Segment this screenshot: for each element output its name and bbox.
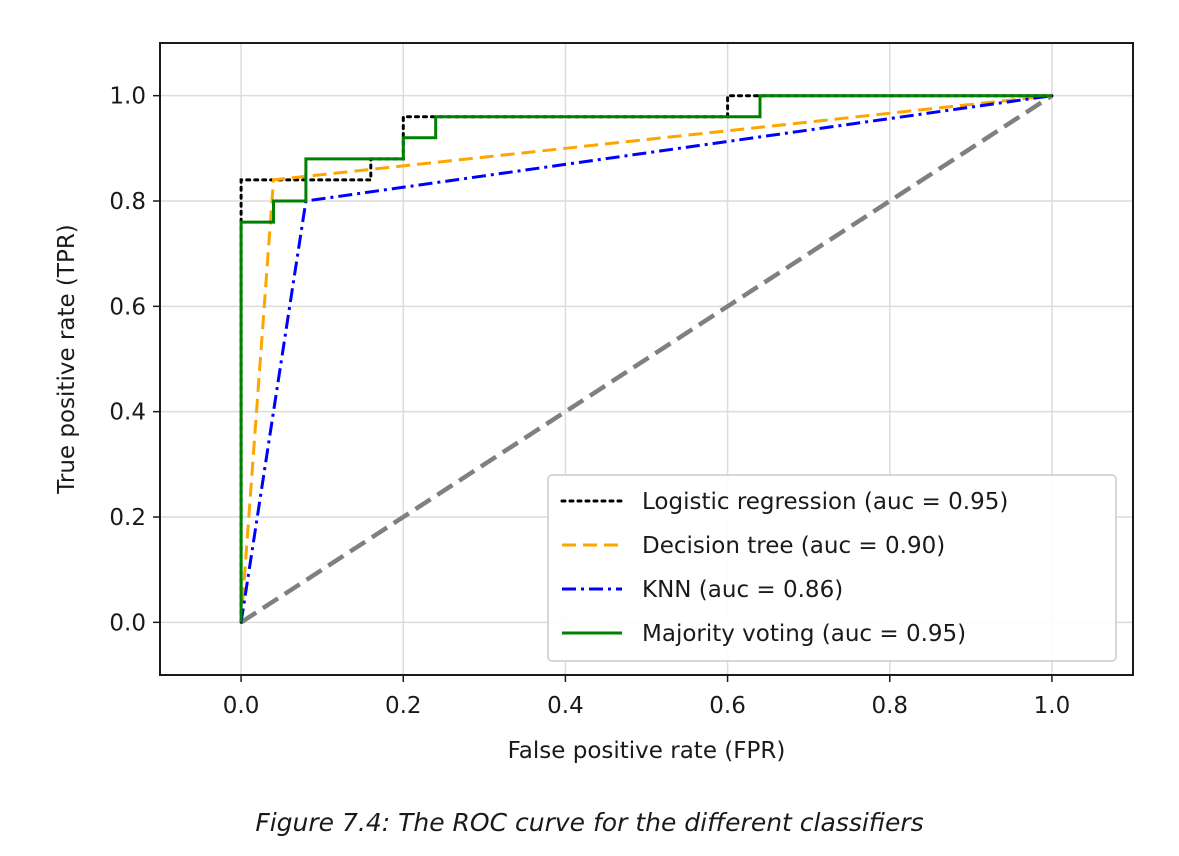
plot-frame xyxy=(159,42,1134,676)
legend-label-0: Logistic regression (auc = 0.95) xyxy=(642,489,1008,515)
roc-chart: 0.0 0.2 0.4 0.6 0.8 1.0 0.0 0.2 0.4 0.6 0.8 1.0 Fals… xyxy=(54,42,1134,764)
legend-label-2: KNN (auc = 0.86) xyxy=(642,577,843,603)
legend-label-3: Majority voting (auc = 0.95) xyxy=(642,621,966,647)
x-tick-label: 0.8 xyxy=(871,693,908,719)
y-tick-label: 0.0 xyxy=(109,610,146,636)
x-tick-label: 0.2 xyxy=(385,693,422,719)
y-tick-label: 0.8 xyxy=(109,189,146,215)
y-tick-label: 0.2 xyxy=(109,505,146,531)
y-tick-label: 0.6 xyxy=(109,294,146,320)
y-tick-label: 1.0 xyxy=(109,84,146,110)
x-tick-label: 0.0 xyxy=(223,693,260,719)
x-tick-label: 1.0 xyxy=(1034,693,1071,719)
figure-caption: Figure 7.4: The ROC curve for the differ… xyxy=(255,808,924,837)
x-axis-label: False positive rate (FPR) xyxy=(508,738,786,764)
reference-diagonal-line xyxy=(239,93,1054,625)
series-line-1 xyxy=(239,94,1053,623)
legend-box xyxy=(547,474,1117,662)
x-tick-label: 0.6 xyxy=(709,693,746,719)
y-axis-label: True positive rate (TPR) xyxy=(54,224,80,495)
x-tick-label: 0.4 xyxy=(547,693,584,719)
legend-label-1: Decision tree (auc = 0.90) xyxy=(642,533,945,559)
y-tick-label: 0.4 xyxy=(109,400,146,426)
series-line-3 xyxy=(239,94,1052,623)
